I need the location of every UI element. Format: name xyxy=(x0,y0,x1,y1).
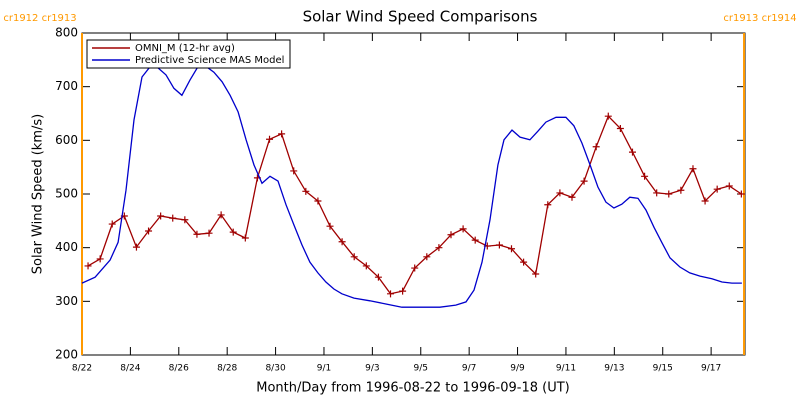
data-point xyxy=(399,287,407,295)
x-tick-label: 8/26 xyxy=(169,364,189,374)
data-point xyxy=(362,262,370,270)
x-tick-label: 8/30 xyxy=(265,364,285,374)
x-tick-label: 9/15 xyxy=(653,364,673,374)
data-point xyxy=(507,245,515,253)
data-point xyxy=(471,236,479,244)
x-tick-label: 9/3 xyxy=(365,364,379,374)
data-point xyxy=(350,253,358,261)
data-point xyxy=(205,229,213,237)
data-point xyxy=(157,212,165,220)
data-point xyxy=(592,143,600,151)
data-point xyxy=(495,241,503,249)
y-tick-label: 200 xyxy=(55,348,78,362)
legend-box xyxy=(86,39,291,69)
y-axis-label: Solar Wind Speed (km/s) xyxy=(31,114,46,274)
x-tick-label: 9/11 xyxy=(556,364,576,374)
data-point xyxy=(435,244,443,252)
x-tick-label: 8/24 xyxy=(120,364,140,374)
data-point xyxy=(241,234,249,242)
data-point xyxy=(641,172,649,180)
data-point xyxy=(108,220,116,228)
data-point xyxy=(229,228,237,236)
data-point xyxy=(459,225,467,233)
x-tick-label: 9/13 xyxy=(604,364,624,374)
data-point xyxy=(725,182,733,190)
data-point xyxy=(737,190,745,198)
data-point xyxy=(290,167,298,175)
y-tick-label: 300 xyxy=(55,294,78,308)
data-point xyxy=(556,189,564,197)
data-point xyxy=(544,201,552,209)
data-point xyxy=(701,197,709,205)
series-line xyxy=(81,65,742,308)
chart-title: Solar Wind Speed Comparisons xyxy=(303,8,538,26)
data-point xyxy=(520,258,528,266)
data-point xyxy=(145,227,153,235)
data-point xyxy=(713,185,721,193)
data-point xyxy=(387,290,395,298)
legend-label: Predictive Science MAS Model xyxy=(135,55,284,66)
data-point xyxy=(84,262,92,270)
x-axis-label: Month/Day from 1996-08-22 to 1996-09-18 … xyxy=(256,381,569,396)
data-point xyxy=(278,130,286,138)
x-tick-label: 9/1 xyxy=(317,364,331,374)
data-point xyxy=(193,230,201,238)
data-point xyxy=(616,125,624,133)
data-point xyxy=(580,177,588,185)
y-tick-label: 500 xyxy=(55,187,78,201)
data-point xyxy=(568,193,576,201)
boundary-label: cr1913 cr1914 xyxy=(723,13,796,24)
x-tick-label: 9/9 xyxy=(510,364,525,374)
x-tick-label: 9/7 xyxy=(462,364,476,374)
boundary-label: cr1912 cr1913 xyxy=(3,13,76,24)
data-point xyxy=(665,190,673,198)
data-point xyxy=(169,214,177,222)
y-tick-label: 700 xyxy=(55,79,78,93)
data-point xyxy=(447,231,455,239)
data-point xyxy=(338,238,346,246)
x-tick-label: 8/22 xyxy=(72,364,92,374)
data-point xyxy=(628,148,636,156)
data-point xyxy=(411,264,419,272)
data-point xyxy=(677,186,685,194)
data-point xyxy=(532,270,540,278)
data-point xyxy=(326,222,334,230)
data-point xyxy=(423,253,431,261)
data-point xyxy=(302,187,310,195)
y-tick-label: 400 xyxy=(55,240,78,254)
data-point xyxy=(132,243,140,251)
data-point xyxy=(266,135,274,143)
x-tick-label: 8/28 xyxy=(217,364,237,374)
data-point xyxy=(689,165,697,173)
x-tick-label: 9/17 xyxy=(701,364,721,374)
y-tick-label: 800 xyxy=(55,26,78,40)
legend-label: OMNI_M (12-hr avg) xyxy=(135,43,235,54)
data-point xyxy=(217,211,225,219)
x-tick-label: 9/5 xyxy=(414,364,428,374)
data-point xyxy=(653,189,661,197)
data-point xyxy=(96,255,104,263)
data-point xyxy=(374,273,382,281)
data-point xyxy=(604,112,612,120)
data-point xyxy=(181,216,189,224)
y-tick-label: 600 xyxy=(55,133,78,147)
data-point xyxy=(314,197,322,205)
